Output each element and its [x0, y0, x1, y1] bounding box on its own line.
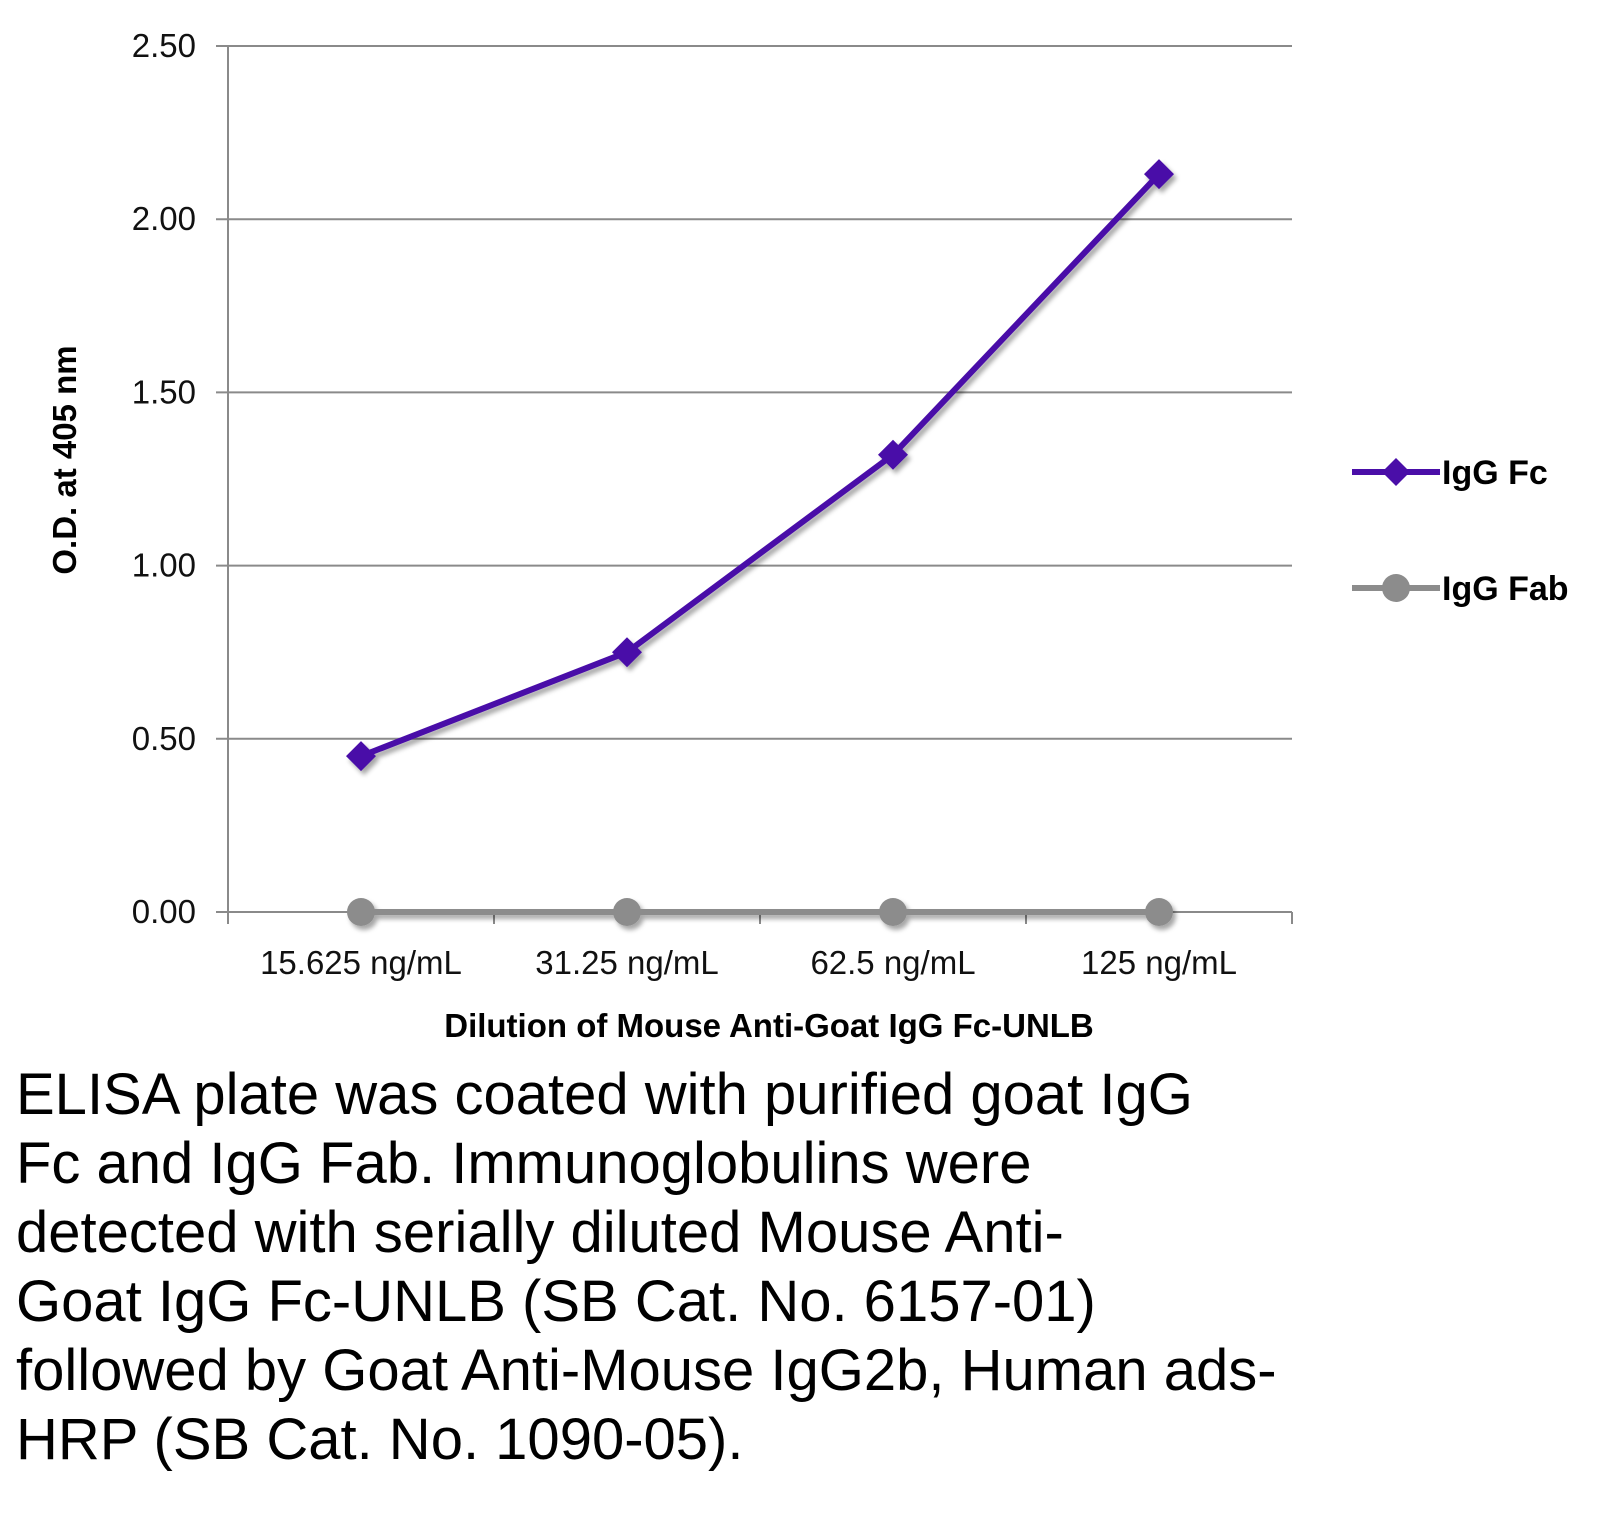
- x-tick-label: 15.625 ng/mL: [260, 944, 462, 981]
- series-igg-fab: [347, 898, 1173, 926]
- caption-line: detected with serially diluted Mouse Ant…: [16, 1200, 1064, 1265]
- legend-marker-diamond: [1382, 458, 1410, 486]
- gridlines: [216, 45, 1292, 740]
- y-tick-label: 2.00: [132, 200, 196, 237]
- figure-caption: ELISA plate was coated with purified goa…: [16, 1060, 1476, 1474]
- legend-marker-circle: [1382, 574, 1410, 602]
- x-axis-title: Dilution of Mouse Anti-Goat IgG Fc-UNLB: [444, 1007, 1094, 1044]
- elisa-line-chart: 0.00 0.50 1.00 1.50 2.00 2.50 15.625 ng/mL 31.2…: [46, 27, 1569, 1044]
- data-point-circle: [347, 898, 375, 926]
- data-point-diamond: [878, 439, 908, 470]
- data-point-diamond: [1144, 159, 1174, 190]
- caption-line: Goat IgG Fc-UNLB (SB Cat. No. 6157-01): [16, 1269, 1096, 1334]
- data-point-diamond: [346, 741, 376, 772]
- caption-line: Fc and IgG Fab. Immunoglobulins were: [16, 1131, 1032, 1196]
- legend-label: IgG Fab: [1442, 570, 1569, 608]
- data-point-circle: [1145, 898, 1173, 926]
- y-tick-label: 1.00: [132, 547, 196, 584]
- data-point-circle: [613, 898, 641, 926]
- y-tick-label: 2.50: [132, 27, 196, 64]
- axes: [216, 46, 1293, 924]
- series-igg-fc: [346, 159, 1174, 772]
- data-point-circle: [879, 898, 907, 926]
- caption-line: HRP (SB Cat. No. 1090-05).: [16, 1407, 744, 1472]
- series-line: [359, 172, 1162, 759]
- x-tick-label: 125 ng/mL: [1081, 944, 1237, 981]
- y-axis-title: O.D. at 405 nm: [46, 345, 83, 574]
- data-point-diamond: [612, 637, 642, 668]
- y-tick-label: 0.00: [132, 893, 196, 930]
- legend-label: IgG Fc: [1442, 454, 1548, 492]
- tick-labels: 0.00 0.50 1.00 1.50 2.00 2.50 15.625 ng/mL 31.2…: [132, 27, 1237, 981]
- data-series: [346, 159, 1174, 926]
- x-tick-label: 62.5 ng/mL: [810, 944, 975, 981]
- x-tick-label: 31.25 ng/mL: [535, 944, 718, 981]
- caption-line: followed by Goat Anti-Mouse IgG2b, Human…: [16, 1338, 1277, 1403]
- legend: IgG Fc IgG Fab: [1352, 454, 1569, 608]
- caption-line: ELISA plate was coated with purified goa…: [16, 1062, 1193, 1127]
- y-tick-label: 0.50: [132, 720, 196, 757]
- y-tick-label: 1.50: [132, 373, 196, 410]
- legend-item: IgG Fab: [1352, 570, 1569, 608]
- legend-item: IgG Fc: [1352, 454, 1548, 492]
